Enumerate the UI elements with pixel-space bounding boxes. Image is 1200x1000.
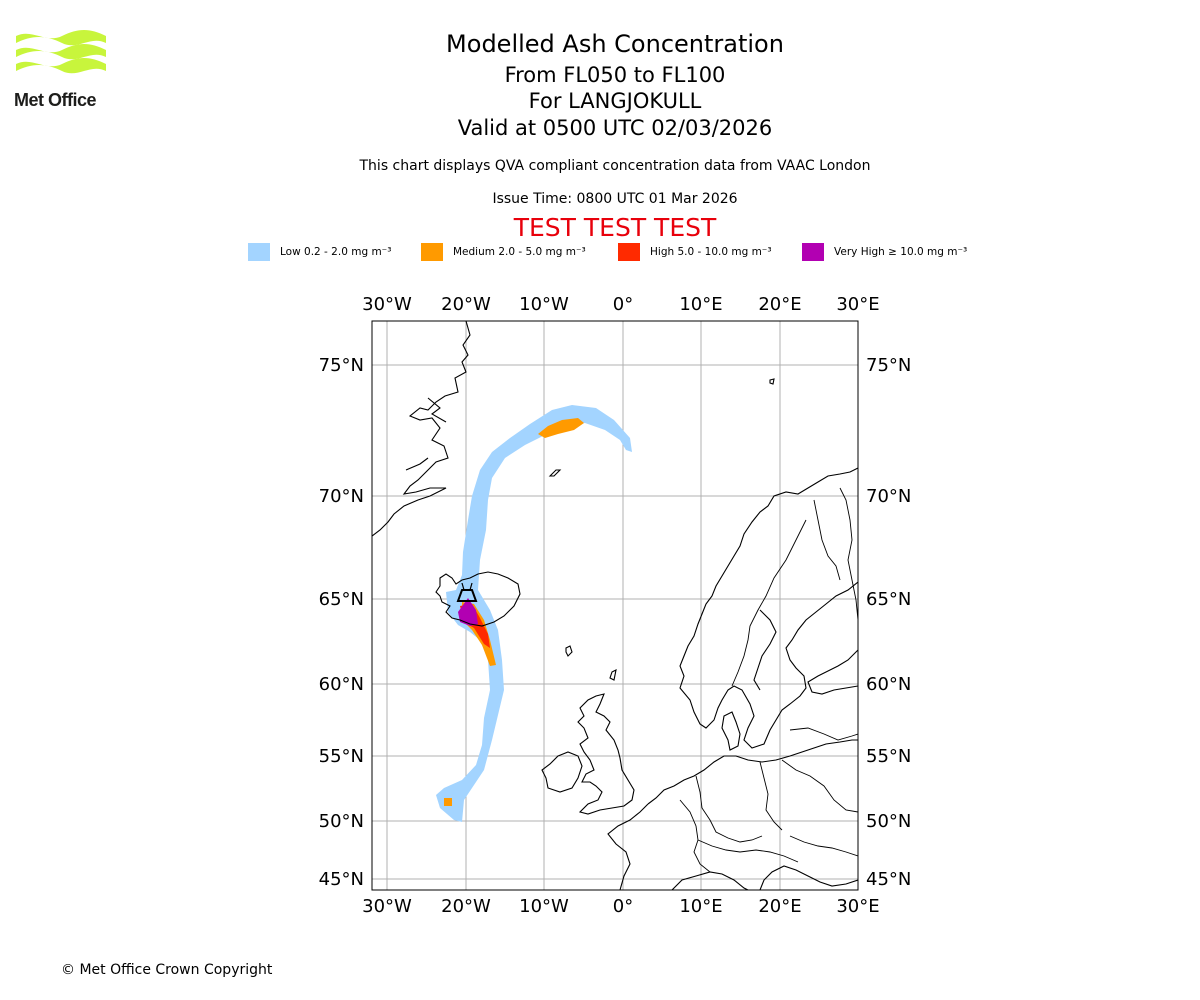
lon-label-bottom: 10°E <box>679 896 722 917</box>
legend-item-low: Low 0.2 - 2.0 mg m⁻³ <box>248 243 391 261</box>
border-germany-poland <box>759 761 783 831</box>
lat-label-right: 60°N <box>866 674 911 695</box>
legend-swatch-medium <box>421 243 443 261</box>
legend-swatch-low <box>248 243 270 261</box>
border-germany-west <box>695 775 763 843</box>
lon-labels-top: 30°W 20°W 10°W 0° 10°E 20°E 30°E <box>362 294 879 315</box>
lat-label-left: 60°N <box>319 674 364 695</box>
coast-ireland <box>541 751 583 793</box>
lon-label-top: 20°W <box>441 294 491 315</box>
lat-labels-left: 75°N 70°N 65°N 60°N 55°N 50°N 45°N <box>319 355 364 890</box>
lat-label-left: 75°N <box>319 355 364 376</box>
lon-label-top: 30°E <box>836 294 879 315</box>
lat-label-right: 65°N <box>866 589 911 610</box>
coast-shetland <box>609 669 617 681</box>
legend-item-very-high: Very High ≥ 10.0 mg m⁻³ <box>802 243 967 261</box>
lat-label-right: 70°N <box>866 486 911 507</box>
border-finland-russia <box>839 487 858 621</box>
met-office-waves-icon <box>16 30 106 74</box>
ash-map: 30°W 20°W 10°W 0° 10°E 20°E 30°E 30°W 20… <box>300 285 940 925</box>
coast-mediterranean <box>671 871 749 890</box>
lon-label-bottom: 10°W <box>519 896 569 917</box>
lon-label-top: 30°W <box>362 294 412 315</box>
coast-denmark <box>721 711 741 751</box>
coast-sweden-east <box>753 609 777 691</box>
legend-label-low: Low 0.2 - 2.0 mg m⁻³ <box>280 246 392 258</box>
legend-label-very-high: Very High ≥ 10.0 mg m⁻³ <box>834 246 968 258</box>
issue-time: Issue Time: 0800 UTC 01 Mar 2026 <box>492 191 738 207</box>
volcano-name: For LANGJOKULL <box>528 89 702 113</box>
lon-label-bottom: 0° <box>613 896 633 917</box>
map-frame <box>371 320 859 891</box>
coast-greenland-fjord <box>405 457 429 471</box>
coast-great-britain <box>577 693 635 815</box>
coast-bear-island <box>769 378 775 385</box>
border-norway-sweden <box>731 519 807 687</box>
lat-label-right: 75°N <box>866 355 911 376</box>
coast-continent <box>647 739 858 805</box>
test-banner: TEST TEST TEST <box>513 213 717 242</box>
coast-iceland <box>435 571 521 627</box>
lon-label-top: 10°E <box>679 294 722 315</box>
lon-label-top: 0° <box>613 294 633 315</box>
lon-label-bottom: 20°W <box>441 896 491 917</box>
legend-label-medium: Medium 2.0 - 5.0 mg m⁻³ <box>453 246 586 258</box>
flight-levels: From FL050 to FL100 <box>504 63 726 87</box>
map-svg: 30°W 20°W 10°W 0° 10°E 20°E 30°E 30°W 20… <box>319 294 912 917</box>
compliance-note: This chart displays QVA compliant concen… <box>359 158 871 174</box>
coast-finland <box>807 649 858 695</box>
coast-france-west <box>607 803 649 890</box>
ash-medium-patch-south <box>444 798 452 806</box>
lat-label-left: 65°N <box>319 589 364 610</box>
border-france-east <box>679 799 711 873</box>
lat-label-left: 55°N <box>319 746 364 767</box>
copyright: © Met Office Crown Copyright <box>61 962 273 978</box>
ash-medium-patch-north <box>538 418 584 438</box>
border-baltics <box>789 727 858 741</box>
lon-label-bottom: 30°W <box>362 896 412 917</box>
logo-text: Met Office <box>14 90 97 110</box>
lon-label-top: 10°W <box>519 294 569 315</box>
lon-label-bottom: 20°E <box>758 896 801 917</box>
lat-labels-right: 75°N 70°N 65°N 60°N 55°N 50°N 45°N <box>866 355 911 890</box>
lon-label-top: 20°E <box>758 294 801 315</box>
ash-low-plume <box>436 405 632 822</box>
coast-greenland-fjord <box>427 397 447 423</box>
met-office-logo: Met Office <box>12 30 108 112</box>
legend-swatch-high <box>618 243 640 261</box>
lon-labels-bottom: 30°W 20°W 10°W 0° 10°E 20°E 30°E <box>362 896 879 917</box>
border-alps <box>697 839 799 863</box>
border-balkans <box>789 835 858 857</box>
lat-label-right: 55°N <box>866 746 911 767</box>
chart-title: Modelled Ash Concentration <box>446 30 784 58</box>
legend: Low 0.2 - 2.0 mg m⁻³ Medium 2.0 - 5.0 mg… <box>0 243 1200 265</box>
lat-label-right: 50°N <box>866 811 911 832</box>
legend-item-high: High 5.0 - 10.0 mg m⁻³ <box>618 243 772 261</box>
lat-label-left: 70°N <box>319 486 364 507</box>
coast-faroe <box>565 645 573 657</box>
lat-label-right: 45°N <box>866 869 911 890</box>
coast-jan-mayen <box>548 469 562 477</box>
border-sweden-finland <box>813 499 841 581</box>
ash-very-high-core <box>458 598 478 626</box>
coast-greenland <box>372 321 471 537</box>
border-poland-east <box>781 759 858 813</box>
lat-label-left: 50°N <box>319 811 364 832</box>
coast-scandinavia <box>679 467 858 749</box>
legend-swatch-very-high <box>802 243 824 261</box>
lat-label-left: 45°N <box>319 869 364 890</box>
coastlines <box>372 321 858 890</box>
legend-item-medium: Medium 2.0 - 5.0 mg m⁻³ <box>421 243 586 261</box>
valid-time: Valid at 0500 UTC 02/03/2026 <box>457 116 773 140</box>
volcano-source-flame <box>461 582 473 591</box>
legend-label-high: High 5.0 - 10.0 mg m⁻³ <box>650 246 772 258</box>
coast-adriatic <box>759 865 858 890</box>
volcano-source-icon <box>456 589 478 602</box>
lon-label-bottom: 30°E <box>836 896 879 917</box>
